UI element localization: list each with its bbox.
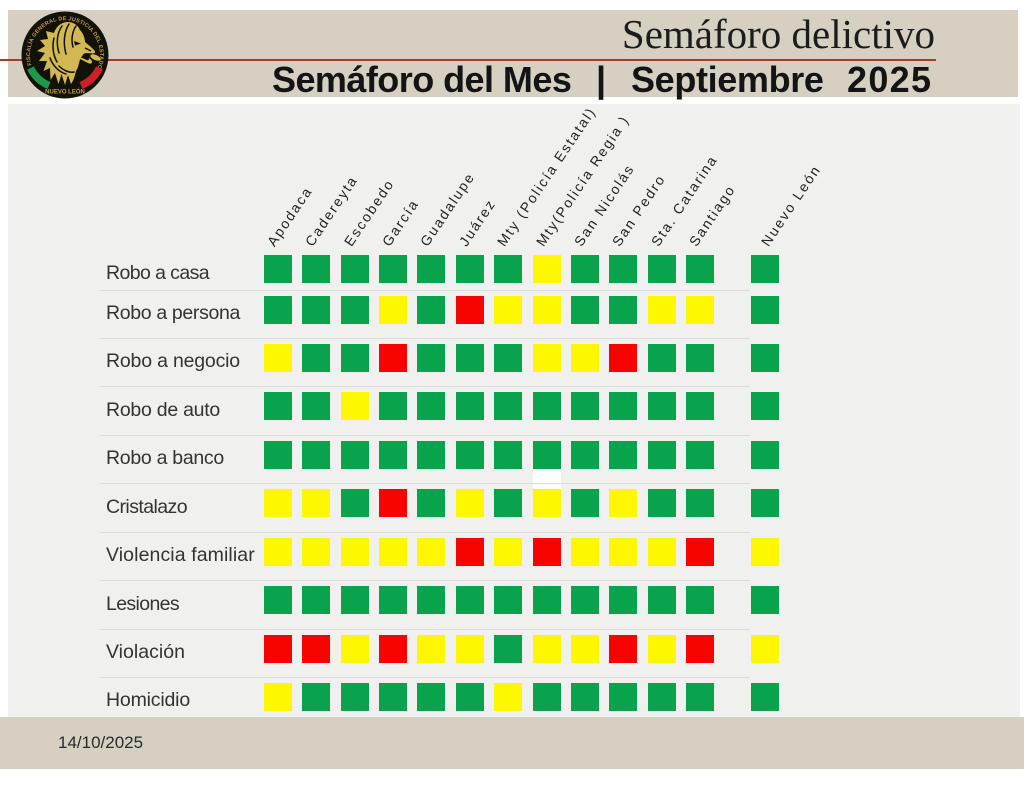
svg-text:NUEVO LEÓN: NUEVO LEÓN: [45, 88, 85, 96]
